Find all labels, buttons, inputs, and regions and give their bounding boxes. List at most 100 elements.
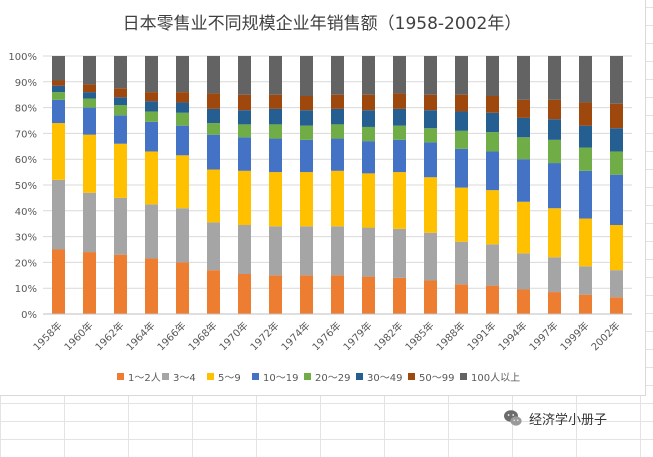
bar-segment — [610, 103, 623, 129]
x-tick-label: 1991年 — [464, 319, 498, 353]
bar-segment — [331, 138, 344, 171]
bar-segment — [238, 274, 251, 314]
x-tick-label: 1966年 — [154, 319, 188, 353]
y-tick-label: 70% — [15, 129, 37, 140]
bar-segment — [579, 266, 592, 295]
x-tick-label: 1997年 — [526, 319, 560, 353]
bar-segment — [548, 208, 561, 258]
y-tick-label: 0% — [21, 310, 37, 321]
legend-swatch — [162, 373, 169, 380]
bar-segment — [238, 124, 251, 138]
bar-segment — [52, 80, 65, 86]
bar-segment — [455, 148, 468, 188]
bar-segment — [83, 92, 96, 99]
bar-segment — [455, 130, 468, 149]
bar-segment — [83, 192, 96, 253]
bar-segment — [486, 285, 499, 314]
bar-segment — [331, 108, 344, 125]
bar-segment — [393, 277, 406, 314]
bar-segment — [610, 151, 623, 175]
bar-segment — [207, 270, 220, 314]
bar-segment — [114, 115, 127, 144]
legend-label: 10～19 — [263, 373, 298, 384]
bar-segment — [207, 134, 220, 170]
bar-segment — [517, 56, 530, 100]
bar-segment — [269, 226, 282, 276]
bar-segment — [238, 110, 251, 125]
bar-segment — [331, 124, 344, 139]
bar-segment — [331, 56, 344, 95]
chart-area[interactable]: 日本零售业不同规模企业年销售额（1958-2002年） 0% 10% 20% 30% 40… — [0, 0, 646, 396]
bar-segment — [517, 159, 530, 202]
bar-segment — [300, 275, 313, 314]
x-tick-label: 1988年 — [433, 319, 467, 353]
bar-segment — [114, 105, 127, 116]
bar-segment — [300, 95, 313, 111]
bar-segment — [610, 270, 623, 298]
bar-segment — [486, 56, 499, 96]
bar-segment — [393, 172, 406, 229]
bar-segment — [176, 155, 189, 209]
legend-label: 5～9 — [218, 373, 241, 384]
bar-segment — [145, 101, 158, 112]
x-tick-label: 1960年 — [61, 319, 95, 353]
bar-segment — [52, 99, 65, 124]
bar-segment — [517, 137, 530, 160]
watermark-text: 经济学小册子 — [529, 412, 608, 428]
bar-segment — [548, 99, 561, 120]
bar-segment — [362, 141, 375, 174]
bar-segment — [486, 244, 499, 286]
legend-label: 30～49 — [367, 373, 402, 384]
bar-segment — [269, 56, 282, 95]
bar-segment — [455, 56, 468, 95]
bar-segment — [176, 102, 189, 113]
bar-segment — [300, 172, 313, 227]
bar-segment — [207, 169, 220, 223]
legend-swatch — [117, 373, 124, 380]
legend-swatch — [356, 373, 363, 380]
bar-segment — [548, 257, 561, 293]
bar-segment — [207, 93, 220, 109]
legend-swatch — [460, 373, 467, 380]
bar-segment — [579, 170, 592, 219]
bar-segment — [114, 88, 127, 98]
bar-segment — [114, 56, 127, 89]
bar-segment — [269, 124, 282, 139]
legend-swatch — [408, 373, 415, 380]
bar-segment — [393, 228, 406, 278]
bar-segment — [207, 56, 220, 94]
bar-segment — [331, 94, 344, 109]
legend-swatch — [207, 373, 214, 380]
bar-segment — [52, 123, 65, 180]
bar-segment — [362, 94, 375, 111]
bar-segment — [238, 170, 251, 225]
bar-segment — [176, 208, 189, 263]
bar-segment — [517, 289, 530, 314]
bar-segment — [579, 218, 592, 267]
bar-segment — [269, 94, 282, 109]
x-tick-label: 1974年 — [278, 319, 312, 353]
bar-segment — [455, 94, 468, 112]
bar-segment — [238, 94, 251, 111]
bar-segment — [238, 224, 251, 275]
stacked-bar-chart: 日本零售业不同规模企业年销售额（1958-2002年） 0% 10% 20% 30% 40… — [8, 14, 632, 384]
bar-segment — [362, 276, 375, 314]
bar-segment — [548, 119, 561, 140]
x-tick-label: 2002年 — [588, 319, 622, 353]
bar-segment — [238, 137, 251, 171]
legend-label: 3～4 — [173, 373, 196, 384]
bar-segment — [114, 143, 127, 198]
y-tick-label: 100% — [8, 52, 37, 63]
bar-segment — [548, 56, 561, 100]
bar-segment — [486, 132, 499, 152]
bar-segment — [362, 126, 375, 142]
bar-segment — [610, 224, 623, 271]
bar-segment — [269, 172, 282, 227]
bar-segment — [52, 85, 65, 93]
x-tick-label: 1970年 — [216, 319, 250, 353]
bar-segment — [424, 56, 437, 95]
bar-segment — [83, 252, 96, 314]
bar-segment — [517, 117, 530, 138]
bar-segment — [207, 108, 220, 124]
bar-segment — [269, 138, 282, 173]
